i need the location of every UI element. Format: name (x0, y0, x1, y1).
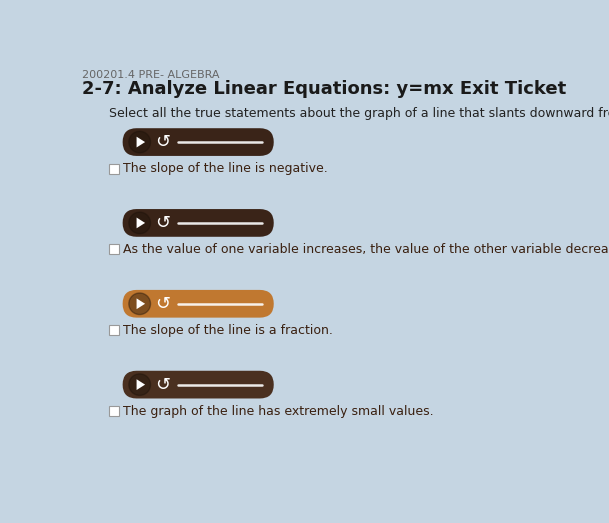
Text: The slope of the line is negative.: The slope of the line is negative. (124, 162, 328, 175)
Circle shape (129, 212, 150, 234)
Text: ↺: ↺ (155, 295, 171, 313)
FancyBboxPatch shape (108, 406, 119, 416)
Circle shape (129, 374, 150, 395)
FancyBboxPatch shape (122, 209, 274, 237)
Polygon shape (136, 379, 145, 390)
Text: ↺: ↺ (155, 133, 171, 151)
Text: ↺: ↺ (155, 376, 171, 394)
FancyBboxPatch shape (122, 290, 274, 317)
FancyBboxPatch shape (108, 244, 119, 255)
Text: The graph of the line has extremely small values.: The graph of the line has extremely smal… (124, 405, 434, 418)
Polygon shape (136, 137, 145, 147)
Text: 200201.4 PRE- ALGEBRA: 200201.4 PRE- ALGEBRA (82, 71, 220, 81)
Text: The slope of the line is a fraction.: The slope of the line is a fraction. (124, 324, 333, 337)
Circle shape (129, 131, 150, 153)
Polygon shape (136, 299, 145, 309)
FancyBboxPatch shape (122, 128, 274, 156)
Text: Select all the true statements about the graph of a line that slants downward fr: Select all the true statements about the… (108, 107, 609, 120)
Text: As the value of one variable increases, the value of the other variable decrease: As the value of one variable increases, … (124, 243, 609, 256)
Text: 2-7: Analyze Linear Equations: y=mx Exit Ticket: 2-7: Analyze Linear Equations: y=mx Exit… (82, 79, 566, 98)
Text: ↺: ↺ (155, 214, 171, 232)
FancyBboxPatch shape (108, 325, 119, 335)
FancyBboxPatch shape (122, 371, 274, 399)
Polygon shape (136, 218, 145, 229)
Circle shape (129, 293, 150, 314)
FancyBboxPatch shape (108, 164, 119, 174)
